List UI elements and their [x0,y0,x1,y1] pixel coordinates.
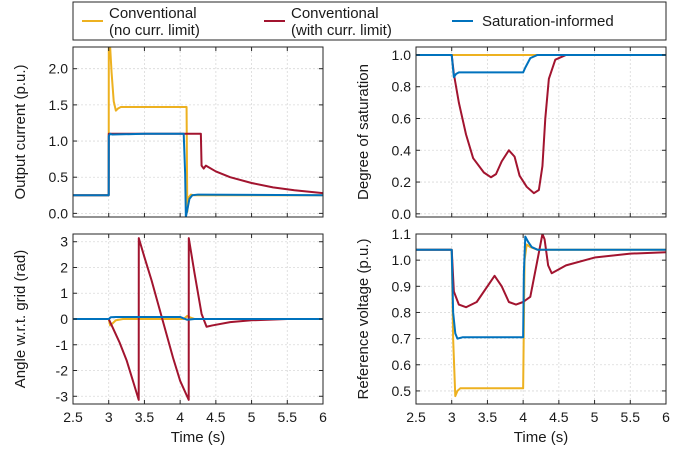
y-tick-label: 0 [60,311,68,327]
axes-frame [415,46,667,218]
legend-item-conventional-no-limit: Conventional (no curr. limit) [82,5,200,39]
y-axis-label: Output current (p.u.) [12,64,29,199]
axes-frame [72,46,324,218]
series-line-conventional-with-limit [416,234,666,309]
legend-label-conventional-no-limit-line2: (no curr. limit) [109,22,200,39]
x-tick-label: 4.5 [549,409,569,425]
y-tick-label: 0.6 [392,110,412,126]
y-tick-label: 0.0 [392,206,412,222]
series-line-conventional-no-limit [73,47,323,213]
y-tick-label: 0.6 [392,357,412,373]
x-tick-label: 3.5 [478,409,498,425]
subplot-degree-of-saturation: 0.0 0.2 0.4 0.6 0.8 1.0 Degree of saturation [355,46,667,222]
y-tick-label: 1.0 [49,133,69,149]
subplot-output-current: 0.0 0.5 1.0 1.5 2.0 Output current (p.u.) [12,46,324,221]
legend-item-saturation-informed: Saturation-informed [452,13,614,30]
x-tick-label: 3.5 [135,409,155,425]
x-axis-label: Time (s) [514,429,568,446]
y-tick-label: 0.8 [392,79,412,95]
series-line-saturation-informed [416,235,666,340]
y-tick-label: 1.1 [392,226,412,242]
y-tick-label: 0.2 [392,174,412,190]
series-group [416,234,666,398]
y-tick-label: 2 [60,259,68,275]
series-line-saturation-informed [73,132,323,217]
x-tick-label: 6 [662,409,670,425]
legend-label-conventional-with-limit-line2: (with curr. limit) [291,22,392,39]
x-tick-label: 3 [448,409,456,425]
axes-frame [415,233,667,405]
series-line-saturation-informed [416,53,666,79]
plot-area [416,234,666,404]
y-tick-label: -2 [56,363,69,379]
y-tick-label: -3 [56,388,69,404]
subplot-reference-voltage: 0.5 0.6 0.7 0.8 0.9 1.0 1.1 2.5 3 3.5 4 4.5 5 5.5 6 Ref… [355,226,670,446]
subplot-angle: -3 -2 -1 0 1 2 3 2.5 3 3.5 4 4.5 5 5.5 6 Angle w.r.t. g… [12,233,327,446]
x-tick-label: 5 [591,409,599,425]
legend-label-conventional-with-limit-line1: Conventional [291,5,379,22]
y-tick-label: 3 [60,234,68,250]
y-tick-label: 1.0 [392,252,412,268]
legend-item-conventional-with-limit: Conventional (with curr. limit) [264,5,392,39]
y-tick-label: 1.5 [49,97,69,113]
y-axis-label: Angle w.r.t. grid (rad) [12,250,29,388]
x-tick-label: 6 [319,409,327,425]
series-group [73,237,323,401]
legend-label-conventional-no-limit-line1: Conventional [109,5,197,22]
y-tick-label: 1 [60,285,68,301]
y-tick-label: 0.5 [392,383,412,399]
x-tick-label: 2.5 [406,409,426,425]
y-axis-label: Degree of saturation [355,64,372,200]
x-tick-label: 5.5 [278,409,298,425]
series-group [416,53,666,195]
plot-area [416,47,666,217]
y-tick-label: 0.7 [392,331,412,347]
plot-area [73,47,323,217]
x-tick-label: 2.5 [63,409,83,425]
x-tick-label: 5 [248,409,256,425]
y-tick-label: 0.4 [392,142,412,158]
series-line-conventional-with-limit [416,53,666,195]
y-axis-label: Reference voltage (p.u.) [355,239,372,400]
legend: Conventional (no curr. limit) Convention… [72,1,667,41]
series-group [73,47,323,217]
x-axis-label: Time (s) [171,429,225,446]
x-tick-label: 4 [519,409,527,425]
y-tick-label: 0.8 [392,304,412,320]
y-tick-label: -1 [56,337,69,353]
y-tick-label: 2.0 [49,61,69,77]
series-line-saturation-informed [73,315,323,321]
legend-box [72,1,667,41]
legend-label-saturation-informed: Saturation-informed [482,13,614,30]
y-tick-label: 0.0 [49,205,69,221]
x-tick-label: 4.5 [206,409,226,425]
x-tick-label: 4 [176,409,184,425]
y-tick-label: 0.9 [392,278,412,294]
x-tick-label: 5.5 [621,409,641,425]
series-line-conventional-with-limit [73,237,323,401]
y-tick-label: 0.5 [49,169,69,185]
y-tick-label: 1.0 [392,47,412,63]
x-tick-label: 3 [105,409,113,425]
